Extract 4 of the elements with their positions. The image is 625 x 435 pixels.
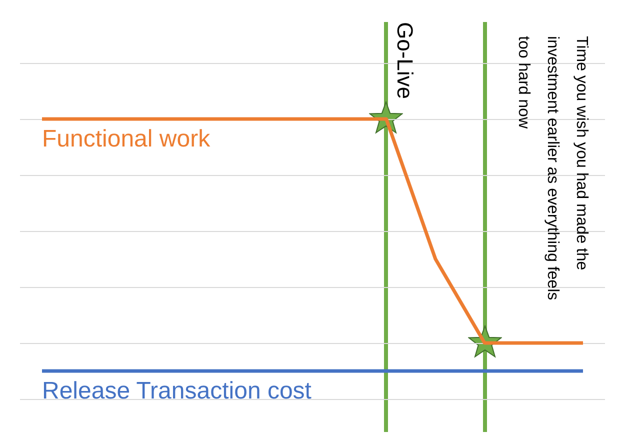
series-label: Release Transaction cost (42, 378, 312, 405)
series-label: Functional work (42, 126, 212, 153)
annotation: Time you wish you had made the investment earlier as everything feels too hard now (515, 36, 590, 300)
text: Go-Live (392, 22, 418, 100)
